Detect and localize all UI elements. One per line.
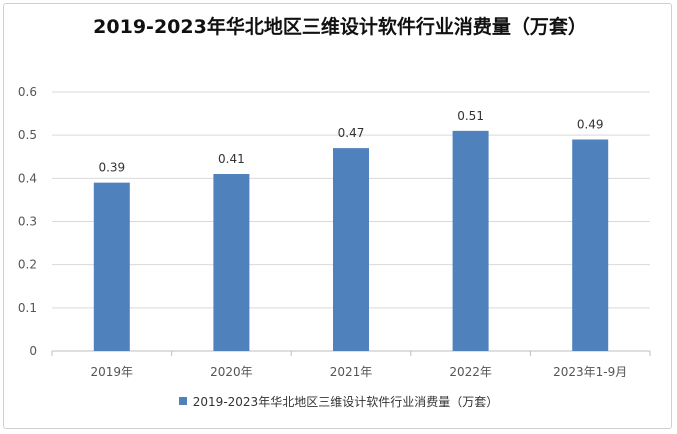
y-tick-label: 0.6	[18, 85, 37, 99]
y-tick-label: 0.5	[18, 128, 37, 142]
bar	[333, 148, 369, 351]
x-tick-label: 2022年	[449, 365, 492, 379]
data-label: 0.51	[457, 109, 484, 123]
legend-swatch	[178, 396, 187, 405]
x-tick-label: 2021年	[330, 365, 373, 379]
y-tick-label: 0	[29, 344, 37, 358]
x-tick-label: 2020年	[210, 365, 253, 379]
y-tick-label: 0.3	[18, 215, 37, 229]
data-label: 0.41	[218, 152, 245, 166]
chart-title: 2019-2023年华北地区三维设计软件行业消费量（万套）	[93, 16, 587, 38]
x-tick-label: 2019年	[91, 365, 134, 379]
data-label: 0.47	[338, 126, 365, 140]
bar	[452, 130, 489, 351]
bar	[572, 139, 609, 351]
y-tick-label: 0.4	[18, 171, 37, 185]
y-tick-label: 0.2	[18, 258, 37, 272]
data-label: 0.39	[98, 161, 125, 175]
legend: 2019-2023年华北地区三维设计软件行业消费量（万套）	[0, 393, 677, 410]
legend-label: 2019-2023年华北地区三维设计软件行业消费量（万套）	[192, 395, 499, 409]
data-label: 0.49	[577, 117, 604, 131]
y-tick-label: 0.1	[18, 301, 37, 315]
bar	[213, 174, 250, 351]
x-tick-label: 2023年1-9月	[553, 365, 627, 379]
bar	[93, 182, 130, 351]
